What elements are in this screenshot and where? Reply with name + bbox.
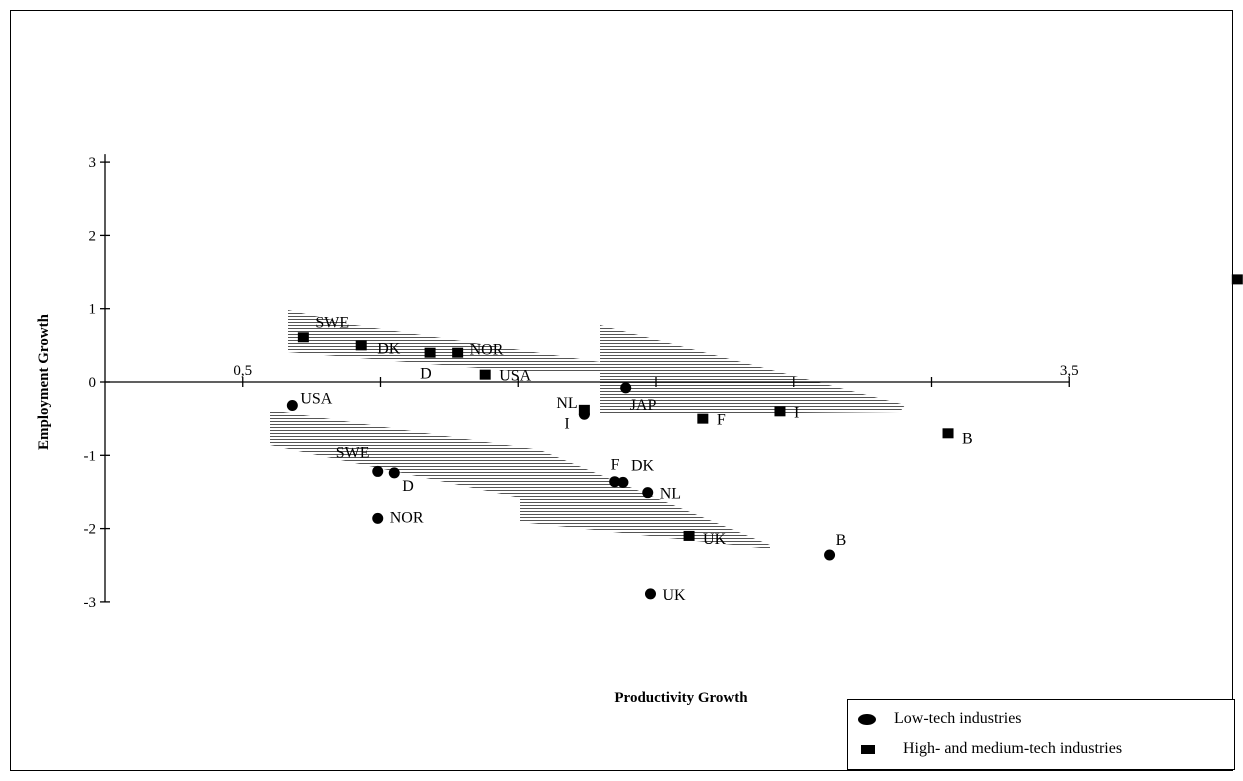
point-label: B	[962, 430, 973, 447]
circle-marker-icon	[858, 713, 876, 725]
point-label: UK	[703, 531, 727, 548]
trend-band-3	[270, 410, 770, 549]
point-hightech-jap	[1231, 274, 1243, 285]
y-tick-label: -1	[84, 448, 97, 464]
point-hightech-uk	[683, 530, 695, 541]
point-lowtech-swe	[372, 465, 384, 477]
point-hightech-b	[942, 428, 954, 439]
legend-label: High- and medium-tech industries	[903, 740, 1123, 757]
point-label: DK	[377, 340, 401, 357]
point-lowtech-dk	[617, 476, 629, 488]
point-hightech-dk	[355, 340, 367, 351]
point-label: DK	[631, 457, 655, 474]
x-tick-label: 0,5	[233, 363, 252, 379]
trend-band-2	[600, 325, 905, 415]
point-lowtech-jap	[620, 382, 632, 394]
point-label: D	[420, 366, 432, 383]
point-hightech-nl	[578, 404, 590, 415]
point-hightech-i	[774, 406, 786, 417]
point-lowtech-nl	[642, 487, 654, 499]
axes	[104, 154, 1070, 602]
y-tick-label: 0	[89, 375, 97, 391]
legend-item-low-tech: Low-tech industries	[858, 710, 1022, 728]
trend-band-1	[288, 310, 600, 372]
legend: Low-tech industries High- and medium-tec…	[847, 699, 1235, 770]
point-label: UK	[662, 587, 686, 604]
point-lowtech-f	[609, 476, 621, 488]
point-label: F	[611, 457, 620, 474]
point-lowtech-d	[388, 467, 400, 479]
point-lowtech-uk	[644, 588, 656, 600]
point-hightech-nor	[452, 347, 464, 358]
y-ticks: 3 2 1 0 -1 -2 -3	[84, 155, 110, 611]
point-lowtech-b	[824, 549, 836, 561]
y-tick-label: -2	[84, 522, 97, 538]
point-label: NL	[556, 395, 577, 412]
point-hightech-swe	[297, 332, 309, 343]
y-tick-label: 2	[89, 228, 97, 244]
data-points: USA SWE D NOR I JAP F DK NL UK B SWE DK D NOR USA NL F I B U…	[286, 274, 1243, 604]
point-lowtech-usa	[286, 399, 298, 411]
point-label: D	[402, 478, 414, 495]
x-ticks: 0,5 3,5	[233, 363, 1079, 387]
y-axis-title: Employment Growth	[36, 313, 52, 450]
legend-item-high-tech: High- and medium-tech industries	[858, 740, 1122, 758]
point-label: NOR	[390, 509, 424, 526]
point-label: SWE	[315, 314, 349, 331]
trend-bands	[270, 310, 905, 549]
y-tick-label: -3	[84, 595, 97, 611]
square-marker-icon	[861, 744, 875, 754]
point-hightech-usa	[479, 369, 491, 380]
point-hightech-d	[424, 347, 436, 358]
y-tick-label: 1	[89, 302, 97, 318]
x-tick-label: 3,5	[1060, 363, 1079, 379]
point-label: USA	[300, 390, 332, 407]
point-hightech-f	[697, 413, 709, 424]
point-label: F	[717, 412, 726, 429]
point-label: NL	[660, 486, 681, 503]
point-lowtech-nor	[372, 512, 384, 524]
point-label: JAP	[630, 397, 657, 414]
point-label: NOR	[470, 342, 504, 359]
point-label: I	[564, 415, 569, 432]
point-label: USA	[499, 368, 531, 385]
x-axis-title: Productivity Growth	[614, 690, 748, 706]
y-tick-label: 3	[89, 155, 97, 171]
legend-label: Low-tech industries	[894, 710, 1022, 727]
point-label: SWE	[336, 444, 370, 461]
point-label: I	[794, 404, 799, 421]
point-label: B	[836, 532, 847, 549]
